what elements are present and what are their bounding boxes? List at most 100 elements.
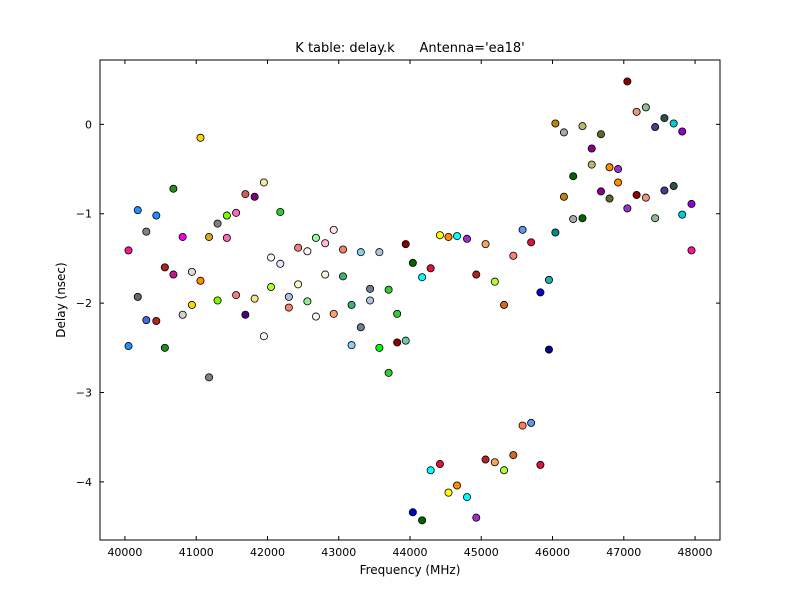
plot-area-frame <box>99 59 721 541</box>
data-point <box>587 160 596 169</box>
data-point <box>559 192 568 201</box>
data-point <box>596 187 605 196</box>
data-point <box>551 228 560 237</box>
data-point <box>651 123 660 132</box>
data-point <box>384 368 393 377</box>
data-point <box>375 248 384 257</box>
data-point <box>408 258 417 267</box>
data-point <box>276 207 285 216</box>
data-point <box>222 211 231 220</box>
x-tick-label: 42000 <box>250 546 285 559</box>
data-point <box>384 285 393 294</box>
data-point <box>632 190 641 199</box>
data-point <box>463 493 472 502</box>
data-point <box>142 316 151 325</box>
data-point <box>401 240 410 249</box>
data-point <box>232 291 241 300</box>
x-tick-label: 46000 <box>535 546 570 559</box>
chart-title: K table: delay.k Antenna='ea18' <box>295 41 524 56</box>
data-point <box>169 270 178 279</box>
data-point <box>142 227 151 236</box>
data-point <box>366 296 375 305</box>
data-point <box>578 214 587 223</box>
y-axis: 0 −1 −2 −3 −4 <box>76 118 720 489</box>
data-point <box>250 294 259 303</box>
data-point <box>356 323 365 332</box>
data-point <box>196 133 205 142</box>
data-point <box>267 283 276 292</box>
x-tick-label: 40000 <box>107 546 142 559</box>
data-point <box>187 267 196 276</box>
data-point <box>435 231 444 240</box>
data-point <box>366 284 375 293</box>
data-point <box>213 296 222 305</box>
data-point <box>339 245 348 254</box>
data-point <box>222 233 231 242</box>
data-point <box>544 345 553 354</box>
data-point <box>284 292 293 301</box>
data-point <box>632 107 641 116</box>
data-point <box>490 277 499 286</box>
data-point <box>124 342 133 351</box>
data-point <box>587 144 596 153</box>
data-point <box>569 172 578 181</box>
data-point <box>426 264 435 273</box>
data-point <box>267 253 276 262</box>
data-point <box>259 178 268 187</box>
data-point <box>329 225 338 234</box>
data-point <box>453 481 462 490</box>
data-point <box>578 122 587 131</box>
data-point <box>551 119 560 128</box>
data-point <box>294 280 303 289</box>
data-point <box>303 247 312 256</box>
data-point <box>678 210 687 219</box>
data-point <box>356 248 365 257</box>
data-points <box>124 77 696 525</box>
data-point <box>401 336 410 345</box>
data-point <box>481 455 490 464</box>
data-point <box>160 343 169 352</box>
data-point <box>241 190 250 199</box>
data-point <box>196 276 205 285</box>
data-point <box>311 233 320 242</box>
x-tick-label: 43000 <box>321 546 356 559</box>
data-point <box>294 243 303 252</box>
data-point <box>641 103 650 112</box>
y-tick-label: −4 <box>76 476 92 489</box>
data-point <box>614 178 623 187</box>
y-tick-label: −2 <box>76 297 92 310</box>
data-point <box>500 300 509 309</box>
data-point <box>393 309 402 318</box>
data-point <box>178 310 187 319</box>
data-point <box>205 373 214 382</box>
data-point <box>178 232 187 241</box>
data-point <box>250 192 259 201</box>
data-point <box>205 232 214 241</box>
x-tick-label: 45000 <box>464 546 499 559</box>
data-point <box>276 259 285 268</box>
data-point <box>518 225 527 234</box>
data-point <box>393 338 402 347</box>
data-point <box>518 421 527 430</box>
data-point <box>641 193 650 202</box>
data-point <box>559 128 568 137</box>
data-point <box>536 460 545 469</box>
data-point <box>669 119 678 128</box>
data-point <box>375 343 384 352</box>
y-tick-label: −1 <box>76 208 92 221</box>
data-point <box>321 239 330 248</box>
x-axis: 40000 41000 42000 43000 44000 45000 46000 47000… <box>107 60 713 559</box>
data-point <box>435 460 444 469</box>
data-point <box>444 488 453 497</box>
data-point <box>303 297 312 306</box>
data-point <box>160 263 169 272</box>
x-axis-label: Frequency (MHz) <box>360 563 461 577</box>
data-point <box>133 292 142 301</box>
data-point <box>614 165 623 174</box>
data-point <box>678 127 687 136</box>
x-tick-label: 48000 <box>678 546 713 559</box>
data-point <box>187 300 196 309</box>
data-point <box>605 163 614 172</box>
data-point <box>463 234 472 243</box>
data-point <box>660 114 669 123</box>
